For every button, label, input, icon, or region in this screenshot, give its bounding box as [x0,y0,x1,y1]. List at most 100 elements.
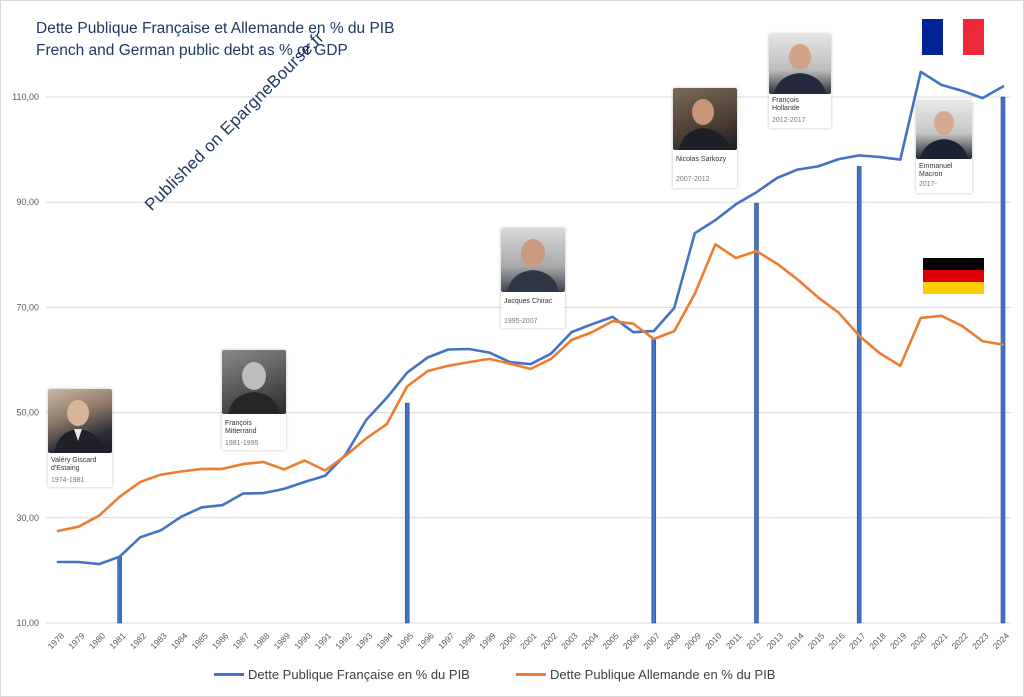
person-silhouette-icon [228,362,280,414]
president-name: Jacques Chirac [504,298,553,305]
legend-swatch-france [214,673,244,676]
chart-titles: Dette Publique Française et Allemande en… [36,18,394,62]
president-photo-macron [916,101,972,159]
x-tick-label: 2023 [970,630,991,651]
y-tick-label: 70,00 [16,302,39,312]
x-tick-label: 1991 [313,630,334,651]
x-tick-label: 2017 [847,630,868,651]
x-tick-label: 1990 [292,630,313,651]
x-tick-label: 2000 [498,630,519,651]
chart-title: Dette Publique Française et Allemande en… [36,20,395,37]
y-tick-label: 30,00 [16,513,39,523]
x-tick-label: 2012 [744,630,765,651]
x-tick-label: 1997 [436,630,457,651]
person-silhouette-icon [54,400,106,453]
president-photo-chirac [501,228,565,292]
x-tick-label: 2001 [518,630,539,651]
x-tick-label: 2007 [641,630,662,651]
x-tick-label: 1992 [333,630,354,651]
x-tick-label: 2005 [600,630,621,651]
x-tick-label: 2004 [580,630,601,651]
president-name: Valéry Giscard d'Estaing [51,457,97,472]
president-name: Emmanuel Macron [919,163,953,178]
president-photo-hollande [769,34,831,94]
y-tick-label: 90,00 [16,197,39,207]
chart-subtitle: French and German public debt as % of GD… [36,42,348,59]
x-tick-label: 1979 [66,630,87,651]
x-tick-label: 2009 [683,630,704,651]
mandate-bar [856,166,862,624]
y-tick-label: 10,00 [16,618,39,628]
legend-label-germany: Dette Publique Allemande en % du PIB [550,667,776,682]
x-tick-label: 2016 [826,630,847,651]
x-tick-label: 1982 [128,630,149,651]
x-tick-label: 2013 [765,630,786,651]
president-card-macron: Emmanuel Macron 2017- [916,101,972,193]
x-tick-label: 2002 [539,630,560,651]
president-name: François Mitterrand [225,420,257,435]
mandate-bar [651,339,657,624]
president-years: 1981-1995 [225,440,259,447]
president-card-giscard: Valéry Giscard d'Estaing 1974-1981 [48,389,112,487]
x-tick-label: 2021 [929,630,950,651]
y-tick-label: 50,00 [16,408,39,418]
x-tick-label: 1998 [457,630,478,651]
mandate-bar [117,556,122,624]
president-name: François Hollande [772,97,800,112]
x-tick-label: 1985 [189,630,210,651]
x-tick-label: 2010 [703,630,724,651]
president-photo-sarkozy [673,88,737,150]
x-tick-label: 1999 [477,630,498,651]
x-tick-label: 1978 [46,630,67,651]
mandate-bar [404,402,410,624]
germany-flag-icon [923,258,984,294]
president-photo-mitterrand [222,350,286,414]
x-tick-label: 2024 [991,630,1012,651]
x-tick-label: 2008 [662,630,683,651]
president-years: 1995-2007 [504,318,538,325]
person-silhouette-icon [507,239,559,292]
president-card-mitterrand: François Mitterrand 1981-1995 [222,350,286,450]
x-tick-label: 2020 [908,630,929,651]
legend-item-germany: Dette Publique Allemande en % du PIB [516,667,775,682]
president-years: 2007-2012 [676,176,710,183]
president-years: 1974-1981 [51,477,85,484]
x-tick-label: 1983 [148,630,169,651]
mandate-bar [754,202,759,624]
mandate-bar [1000,96,1006,624]
president-card-hollande: François Hollande 2012-2017 [769,34,831,128]
x-tick-label: 1981 [107,630,128,651]
x-tick-label: 1995 [395,630,416,651]
president-card-chirac: Jacques Chirac 1995-2007 [501,228,565,328]
x-tick-label: 2019 [888,630,909,651]
y-tick-label: 110,00 [12,92,39,102]
x-tick-label: 2006 [621,630,642,651]
legend-item-france: Dette Publique Française en % du PIB [214,667,470,682]
president-years: 2017- [919,181,937,188]
x-tick-label: 1986 [210,630,231,651]
president-name: Nicolas Sarkozy [676,156,727,163]
x-tick-label: 1988 [251,630,272,651]
x-tick-label: 1980 [87,630,108,651]
x-tick-label: 1984 [169,630,190,651]
x-tick-label: 1987 [231,630,252,651]
x-tick-label: 1989 [272,630,293,651]
person-silhouette-icon [679,99,731,150]
x-tick-label: 2018 [867,630,888,651]
x-tick-label: 1996 [415,630,436,651]
x-tick-label: 2011 [724,631,744,651]
person-silhouette-icon [774,44,826,94]
president-card-sarkozy: Nicolas Sarkozy 2007-2012 [673,88,737,188]
series-line-1 [56,243,1005,533]
president-years: 2012-2017 [772,117,806,124]
person-silhouette-icon [920,111,968,159]
series-line-0 [56,70,1005,566]
x-tick-label: 2003 [559,630,580,651]
president-photo-giscard [48,389,112,453]
france-flag-icon [922,19,985,55]
x-tick-label: 2014 [785,630,806,651]
x-tick-label: 2022 [950,630,971,651]
x-tick-label: 1994 [374,630,395,651]
